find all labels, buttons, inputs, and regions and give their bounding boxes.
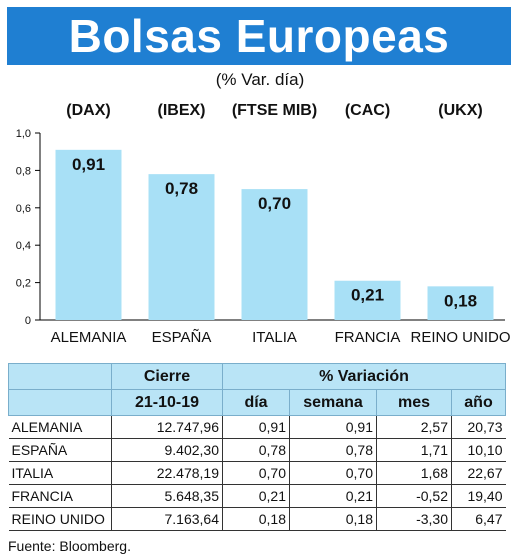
bar [148,174,215,320]
y-tick-label: 0,6 [16,203,31,215]
row-week: 0,70 [289,461,377,485]
category-label: REINO UNIDO [410,329,510,346]
row-year: 22,67 [451,461,506,485]
chart-subtitle: (% Var. día) [215,70,305,89]
row-year: 6,47 [451,507,506,531]
row-month: -0,52 [376,484,452,508]
table-subheader-month: mes [376,389,452,416]
row-country: REINO UNIDO [8,507,112,531]
bar-chart-area: 0 0,2 0,4 0,6 0,8 1,0 0,91 (DAX) ALEMANIA 0,78 (IB… [0,95,520,350]
row-country: ESPAÑA [8,438,112,462]
row-close: 9.402,30 [111,438,223,462]
table-row: ALEMANIA 12.747,96 0,91 0,91 2,57 20,73 [8,415,506,439]
row-country: FRANCIA [8,484,112,508]
row-close: 5.648,35 [111,484,223,508]
table-row: FRANCIA 5.648,35 0,21 0,21 -0,52 19,40 [8,484,506,508]
table-row: ESPAÑA 9.402,30 0,78 0,78 1,71 10,10 [8,438,506,462]
title-banner: Bolsas Europeas [7,7,511,65]
bar [55,149,122,320]
row-country: ALEMANIA [8,415,112,439]
table-row: REINO UNIDO 7.163,64 0,18 0,18 -3,30 6,4… [8,507,506,531]
bar-value-label: 0,21 [351,286,384,305]
row-month: 1,71 [376,438,452,462]
row-month: 2,57 [376,415,452,439]
row-week: 0,18 [289,507,377,531]
table-header-close: Cierre [111,363,223,390]
table-header-variation: % Variación [222,363,506,390]
index-label: (UKX) [438,102,482,119]
row-close: 12.747,96 [111,415,223,439]
chart-title: Bolsas Europeas [68,10,450,62]
y-tick-label: 0,2 [16,278,31,290]
bar-chart: 0 0,2 0,4 0,6 0,8 1,0 0,91 (DAX) ALEMANIA 0,78 (IB… [16,102,511,346]
index-label: (CAC) [345,102,390,119]
category-label: ALEMANIA [51,329,127,346]
row-country: ITALIA [8,461,112,485]
category-label: ESPAÑA [152,329,212,346]
table-subheader-day: día [222,389,290,416]
index-label: (IBEX) [158,102,206,119]
bar [427,286,494,320]
y-tick-label: 1,0 [16,128,31,140]
y-tick-label: 0 [25,315,31,327]
category-label: FRANCIA [335,329,401,346]
table-header-blank [8,363,112,390]
row-day: 0,78 [222,438,290,462]
row-month: -3,30 [376,507,452,531]
bar-value-label: 0,70 [258,194,291,213]
bar [334,280,401,320]
source-note: Fuente: Bloomberg. [8,538,131,554]
row-close: 7.163,64 [111,507,223,531]
y-tick-label: 0,4 [16,240,31,252]
row-year: 20,73 [451,415,506,439]
row-month: 1,68 [376,461,452,485]
bar [241,189,308,320]
table-subheader-week: semana [289,389,377,416]
row-day: 0,18 [222,507,290,531]
row-week: 0,91 [289,415,377,439]
row-week: 0,21 [289,484,377,508]
category-label: ITALIA [252,329,297,346]
bar-value-label: 0,91 [72,155,105,174]
index-label: (DAX) [66,102,110,119]
row-close: 22.478,19 [111,461,223,485]
table-subheader-date: 21-10-19 [111,389,223,416]
row-week: 0,78 [289,438,377,462]
bar-value-label: 0,78 [165,179,198,198]
row-day: 0,21 [222,484,290,508]
bar-value-label: 0,18 [444,291,477,310]
row-year: 10,10 [451,438,506,462]
index-label: (FTSE MIB) [232,102,317,119]
row-year: 19,40 [451,484,506,508]
row-day: 0,70 [222,461,290,485]
market-table: Cierre % Variación 21-10-19 día semana m… [8,363,506,531]
table-subheader-year: año [451,389,506,416]
row-day: 0,91 [222,415,290,439]
y-tick-label: 0,8 [16,165,31,177]
table-subheader-blank [8,389,112,416]
table-row: ITALIA 22.478,19 0,70 0,70 1,68 22,67 [8,461,506,485]
